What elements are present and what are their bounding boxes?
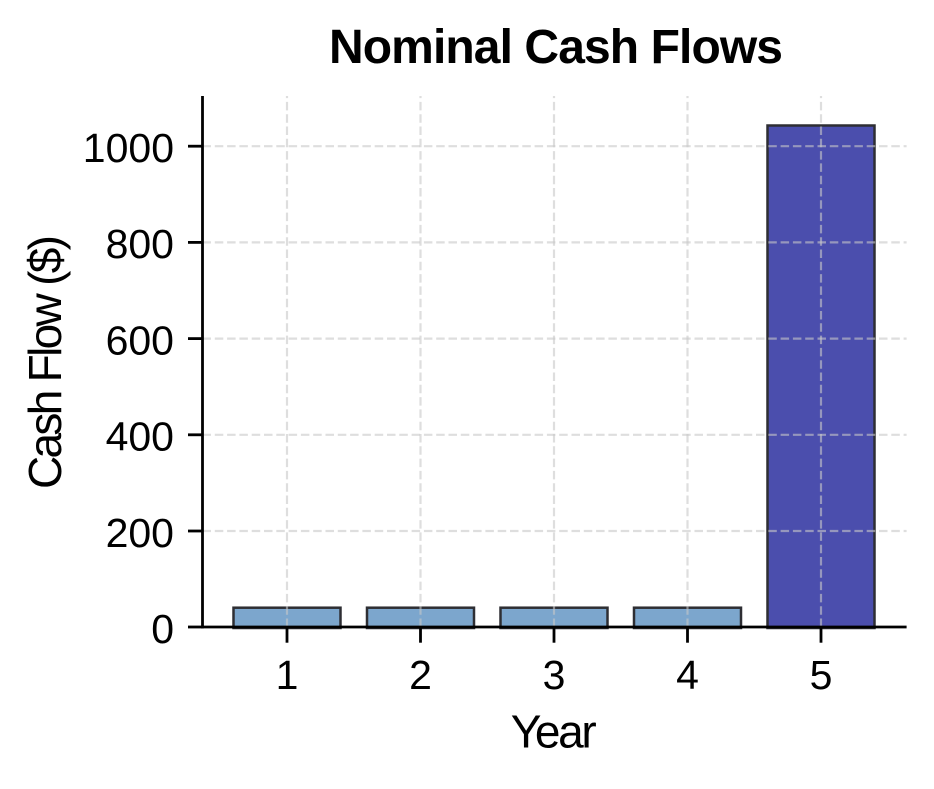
svg-text:Nominal Cash Flows: Nominal Cash Flows	[329, 21, 783, 74]
svg-text:Cash Flow ($): Cash Flow ($)	[19, 235, 71, 489]
svg-text:Year: Year	[511, 706, 597, 758]
svg-text:800: 800	[106, 221, 174, 267]
svg-text:200: 200	[106, 510, 174, 556]
svg-text:2: 2	[409, 652, 432, 698]
svg-text:400: 400	[106, 414, 174, 460]
svg-text:1000: 1000	[83, 125, 174, 171]
svg-text:3: 3	[543, 652, 566, 698]
svg-text:1: 1	[276, 652, 299, 698]
svg-text:0: 0	[151, 606, 174, 652]
svg-text:4: 4	[676, 652, 699, 698]
svg-text:600: 600	[106, 317, 174, 363]
svg-text:5: 5	[810, 652, 833, 698]
